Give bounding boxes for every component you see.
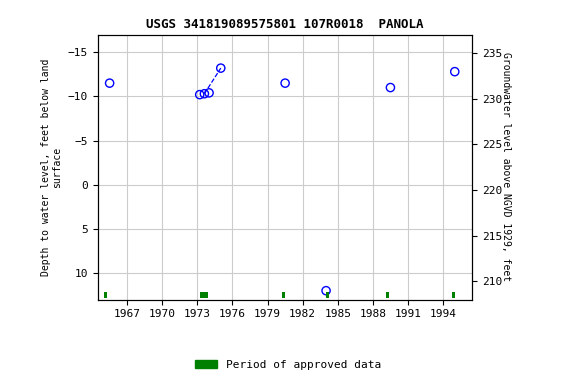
Legend: Period of approved data: Period of approved data bbox=[191, 356, 385, 375]
Y-axis label: Depth to water level, feet below land
surface: Depth to water level, feet below land su… bbox=[41, 58, 62, 276]
Bar bbox=[200, 293, 208, 298]
Bar bbox=[282, 293, 285, 298]
Point bbox=[105, 80, 114, 86]
Point bbox=[450, 69, 460, 75]
Bar bbox=[104, 293, 107, 298]
Point bbox=[321, 288, 331, 294]
Bar bbox=[452, 293, 456, 298]
Point bbox=[281, 80, 290, 86]
Point bbox=[386, 84, 395, 91]
Point bbox=[204, 90, 214, 96]
Bar bbox=[386, 293, 389, 298]
Bar bbox=[326, 293, 329, 298]
Title: USGS 341819089575801 107R0018  PANOLA: USGS 341819089575801 107R0018 PANOLA bbox=[146, 18, 424, 31]
Point bbox=[216, 65, 225, 71]
Point bbox=[195, 91, 204, 98]
Point bbox=[200, 91, 209, 97]
Y-axis label: Groundwater level above NGVD 1929, feet: Groundwater level above NGVD 1929, feet bbox=[501, 53, 511, 281]
